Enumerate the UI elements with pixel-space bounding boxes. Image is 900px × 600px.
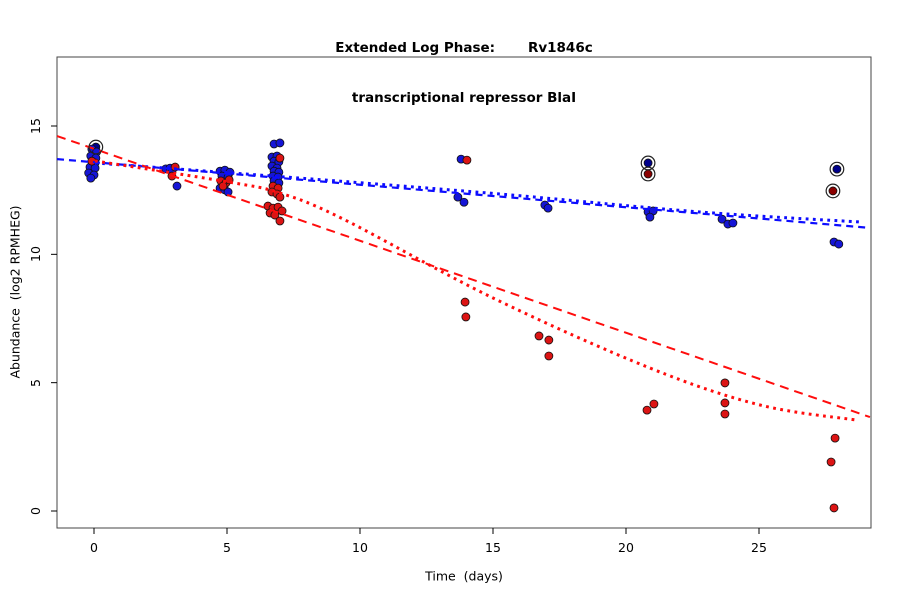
data-point-red xyxy=(534,331,544,341)
outlier-ring xyxy=(640,166,656,182)
data-point-blue xyxy=(834,239,844,249)
x-tick-label: 20 xyxy=(618,540,634,555)
data-point-red xyxy=(643,169,653,179)
y-tick-label: 5 xyxy=(28,378,43,387)
x-tick-label: 25 xyxy=(751,540,767,555)
x-axis-label: Time (days) xyxy=(425,568,503,584)
outlier-ring xyxy=(825,183,841,199)
data-point-red xyxy=(720,378,730,388)
data-point-red xyxy=(826,457,836,467)
data-point-blue xyxy=(645,212,655,222)
data-point-red xyxy=(544,351,554,361)
fit-line-red-dotted xyxy=(94,159,856,422)
data-point-red xyxy=(275,153,285,163)
data-point-red xyxy=(830,433,840,443)
plot-border xyxy=(56,56,872,529)
data-point-red xyxy=(828,186,838,196)
data-point-red xyxy=(461,312,471,322)
fit-line-blue-dashed xyxy=(56,158,871,229)
y-axis-label: Abundance (log2 RPMHEG) xyxy=(7,205,23,379)
x-tick-label: 0 xyxy=(90,540,98,555)
data-point-red xyxy=(649,399,659,409)
data-point-blue xyxy=(832,164,842,174)
y-tick-label: 10 xyxy=(28,246,43,263)
data-point-red xyxy=(275,216,285,226)
data-point-blue xyxy=(717,214,727,224)
data-point-blue xyxy=(275,138,285,148)
outlier-ring xyxy=(88,139,104,155)
fit-line-blue-dotted xyxy=(94,161,861,224)
chart-title-line2: transcriptional repressor BlaI xyxy=(351,89,577,106)
data-point-red xyxy=(829,503,839,513)
x-tick-label: 10 xyxy=(352,540,368,555)
data-point-blue xyxy=(543,203,553,213)
data-point-blue xyxy=(86,173,96,183)
y-tick-label: 0 xyxy=(28,507,43,515)
data-point-blue xyxy=(728,218,738,228)
data-point-red xyxy=(462,155,472,165)
data-point-red xyxy=(642,405,652,415)
data-point-red xyxy=(87,156,97,166)
data-point-blue xyxy=(459,197,469,207)
fit-line-red-dashed xyxy=(56,135,871,419)
data-point-red xyxy=(277,206,287,216)
y-tick-label: 15 xyxy=(28,118,43,134)
data-point-red xyxy=(218,181,228,191)
outlier-ring xyxy=(640,155,656,171)
data-point-red xyxy=(460,297,470,307)
data-point-blue xyxy=(643,158,653,168)
data-point-red xyxy=(720,409,730,419)
chart-title: Extended Log Phase: Rv1846c transcriptio… xyxy=(57,7,871,139)
data-point-red xyxy=(544,335,554,345)
data-point-red xyxy=(720,398,730,408)
x-tick-label: 5 xyxy=(223,540,231,555)
chart-title-line1: Extended Log Phase: Rv1846c xyxy=(335,40,593,56)
data-point-blue xyxy=(172,181,182,191)
x-tick-label: 15 xyxy=(485,540,501,555)
outlier-ring xyxy=(829,161,845,177)
